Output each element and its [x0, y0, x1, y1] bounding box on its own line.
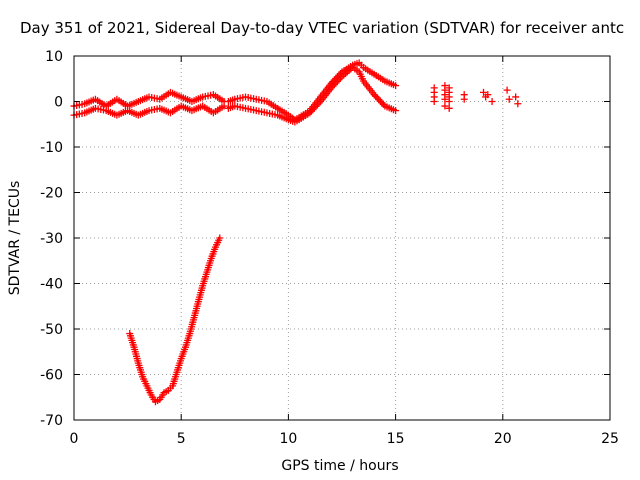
data-point: [327, 84, 335, 92]
data-point: [336, 74, 344, 82]
data-point: [216, 234, 224, 242]
y-tick-label: -50: [40, 322, 63, 338]
data-point: [378, 99, 386, 107]
x-tick-label: 25: [601, 431, 619, 447]
x-tick-label: 0: [70, 431, 79, 447]
y-axis-label: SDTVAR / TECUs: [7, 181, 23, 296]
data-point: [460, 95, 468, 103]
data-point: [330, 81, 338, 89]
data-point: [376, 97, 384, 105]
data-point: [484, 91, 492, 99]
y-tick-label: 0: [54, 95, 63, 111]
data-point: [441, 95, 449, 103]
data-point: [372, 92, 380, 100]
data-point: [514, 100, 522, 108]
data-point: [512, 93, 520, 101]
data-point: [313, 101, 321, 109]
data-point: [441, 102, 449, 110]
y-tick-label: 10: [45, 49, 63, 65]
chart-title: Day 351 of 2021, Sidereal Day-to-day VTE…: [20, 19, 624, 37]
data-point: [445, 98, 453, 105]
data-point: [310, 104, 318, 112]
data-point: [307, 107, 315, 115]
x-tick-label: 15: [387, 431, 405, 447]
data-point: [392, 107, 400, 115]
data-point: [329, 82, 337, 90]
axis-ticks: 0 5 10 15 20 25 -70 -60 -50 -40 -30 -20 -10 0 10: [40, 49, 619, 447]
series-pass-b: [70, 102, 228, 119]
x-tick-label: 5: [177, 431, 186, 447]
y-tick-label: -70: [40, 413, 63, 429]
series-pass-a: [70, 88, 228, 110]
data-point: [332, 79, 340, 87]
plot-frame: [73, 55, 611, 421]
data-point: [505, 95, 513, 103]
data-point: [375, 96, 383, 104]
y-tick-label: -30: [40, 231, 63, 247]
y-tick-label: -40: [40, 277, 63, 293]
data-point: [430, 98, 438, 105]
series-pass-f: [126, 234, 224, 406]
y-tick-label: -20: [40, 186, 63, 202]
series-pass-d: [224, 63, 400, 126]
data-point: [503, 86, 511, 94]
data-point: [445, 104, 453, 112]
data-point: [312, 102, 320, 110]
series-pass-e: [430, 82, 522, 112]
x-tick-label: 20: [494, 431, 512, 447]
data-point: [220, 102, 228, 110]
x-axis-label: GPS time / hours: [281, 458, 398, 474]
data-point: [306, 109, 314, 117]
data-point: [392, 82, 400, 90]
data-point: [370, 91, 378, 99]
data-point: [315, 99, 323, 107]
data-point: [379, 100, 387, 108]
x-tick-label: 10: [279, 431, 297, 447]
y-tick-label: -10: [40, 140, 63, 156]
y-tick-label: -60: [40, 368, 63, 384]
data-point: [309, 106, 317, 114]
data-point: [488, 98, 496, 105]
data-point: [335, 76, 343, 84]
data-points: [70, 59, 522, 406]
data-point: [333, 77, 341, 85]
data-point: [480, 88, 488, 96]
data-point: [373, 94, 381, 102]
